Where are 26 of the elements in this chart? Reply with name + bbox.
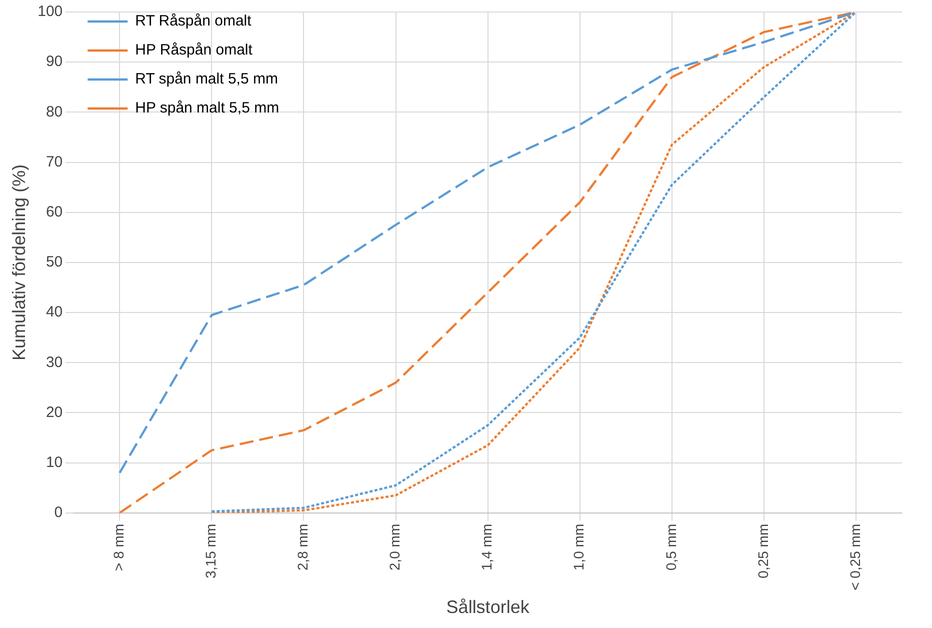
y-tick-label: 100 — [38, 3, 63, 20]
x-tick-label: 2,0 mm — [386, 524, 403, 571]
x-tick-label: 0,25 mm — [754, 524, 771, 578]
y-tick-label: 90 — [46, 53, 63, 70]
x-axis-title: Sållstorlek — [446, 597, 530, 618]
y-tick-label: 60 — [46, 203, 63, 220]
x-tick-label: > 8 mm — [110, 524, 127, 571]
y-axis-title: Kumulativ fördelning (%) — [8, 164, 29, 360]
y-tick-label: 50 — [46, 254, 63, 271]
y-tick-label: 70 — [46, 153, 63, 170]
x-tick-label: 1,4 mm — [478, 524, 495, 571]
legend-label: RT spån malt 5,5 mm — [135, 70, 278, 88]
x-tick-label: 0,5 mm — [662, 524, 679, 571]
y-tick-label: 40 — [46, 304, 63, 321]
legend-label: HP spån malt 5,5 mm — [135, 100, 280, 117]
y-tick-label: 30 — [46, 354, 63, 371]
x-tick-label: 3,15 mm — [202, 524, 219, 578]
x-tick-label: < 0,25 mm — [846, 524, 863, 590]
y-tick-label: 10 — [46, 454, 63, 471]
y-tick-label: 80 — [46, 103, 63, 120]
legend-label: HP Råspån omalt — [135, 42, 254, 59]
x-tick-label: 2,8 mm — [294, 524, 311, 571]
y-tick-label: 20 — [46, 404, 63, 421]
legend-label: RT Råspån omalt — [135, 12, 252, 30]
y-tick-label: 0 — [54, 504, 63, 522]
x-tick-label: 1,0 mm — [570, 524, 587, 571]
